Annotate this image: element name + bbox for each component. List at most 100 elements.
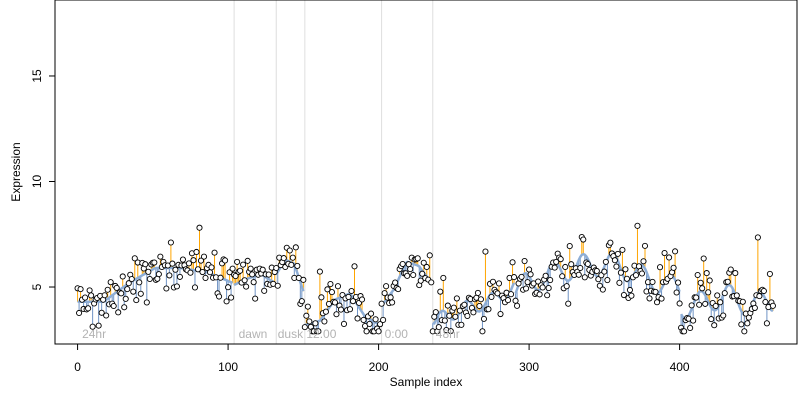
data-point — [617, 269, 624, 276]
data-point — [346, 306, 354, 313]
data-point — [389, 299, 396, 306]
data-point — [337, 306, 345, 313]
data-point — [322, 308, 329, 315]
data-point — [727, 266, 734, 273]
data-point — [568, 261, 575, 268]
data-point — [328, 289, 335, 296]
data-point — [510, 274, 518, 281]
data-point — [482, 248, 489, 255]
data-point — [489, 278, 497, 285]
data-point — [315, 328, 322, 335]
data-point — [179, 256, 186, 263]
data-point — [166, 272, 173, 279]
data-point — [497, 310, 504, 318]
data-point — [458, 321, 465, 328]
data-point — [232, 272, 239, 280]
data-point — [292, 244, 299, 251]
data-point — [169, 260, 176, 267]
data-point — [349, 298, 357, 305]
data-point — [620, 291, 627, 299]
data-point — [196, 224, 203, 231]
data-point — [717, 299, 724, 306]
data-point — [464, 312, 471, 319]
data-point — [712, 302, 719, 310]
data-point — [763, 320, 770, 327]
data-point — [524, 279, 531, 286]
data-point — [634, 222, 641, 229]
data-point — [298, 298, 305, 305]
data-points — [74, 222, 776, 335]
data-point — [604, 277, 611, 284]
data-point — [705, 289, 712, 296]
data-point — [622, 266, 629, 273]
data-point — [351, 263, 358, 270]
data-point — [614, 250, 621, 257]
data-point — [274, 282, 281, 289]
data-point — [157, 253, 164, 260]
data-point — [432, 309, 439, 316]
data-point — [681, 328, 688, 335]
data-point — [711, 322, 718, 329]
data-point — [136, 279, 143, 286]
data-point — [103, 312, 110, 319]
data-point — [86, 287, 93, 294]
x-tick-label: 100 — [218, 360, 238, 374]
data-point — [676, 300, 683, 307]
data-point — [288, 261, 295, 268]
data-point — [95, 322, 102, 329]
data-point — [488, 293, 495, 300]
data-point — [580, 236, 587, 243]
data-point — [234, 258, 241, 265]
data-point — [672, 248, 679, 255]
data-point — [324, 286, 331, 293]
data-point — [372, 316, 379, 323]
data-point — [670, 264, 677, 271]
data-point — [383, 283, 390, 290]
data-point — [115, 309, 122, 316]
data-point — [452, 313, 459, 320]
data-point — [687, 324, 694, 332]
data-point — [602, 258, 609, 265]
data-point — [417, 277, 424, 284]
data-point — [146, 275, 153, 283]
data-point — [536, 291, 543, 298]
data-point — [211, 249, 218, 256]
data-point — [632, 272, 640, 279]
data-point — [699, 285, 706, 292]
data-point — [197, 257, 205, 264]
data-point — [143, 299, 150, 306]
data-point — [741, 328, 748, 335]
data-point — [259, 266, 266, 273]
data-point — [414, 255, 421, 262]
data-point — [444, 302, 451, 309]
y-axis-label: Expression — [9, 142, 23, 201]
data-point — [581, 274, 588, 281]
data-point — [348, 287, 355, 295]
data-point — [551, 264, 558, 271]
data-point — [640, 258, 647, 265]
data-point — [194, 266, 202, 273]
data-point — [720, 312, 727, 319]
data-point — [208, 264, 215, 271]
data-point — [125, 280, 132, 287]
data-point — [641, 242, 649, 249]
data-point — [703, 270, 710, 277]
data-point — [113, 284, 120, 291]
data-point — [760, 287, 767, 295]
data-point — [563, 283, 570, 290]
x-axis-label: Sample index — [390, 375, 463, 389]
data-point — [523, 285, 530, 292]
data-point — [507, 291, 515, 298]
data-point — [690, 317, 697, 324]
data-point — [316, 268, 323, 275]
data-point — [76, 309, 83, 317]
data-point — [229, 265, 236, 272]
data-point — [331, 299, 338, 306]
x-tick-label: 200 — [369, 360, 389, 374]
data-point — [688, 302, 695, 309]
data-point — [387, 294, 394, 301]
data-point — [419, 270, 426, 277]
data-point — [526, 266, 533, 273]
data-point — [733, 292, 740, 299]
data-point — [286, 247, 293, 254]
